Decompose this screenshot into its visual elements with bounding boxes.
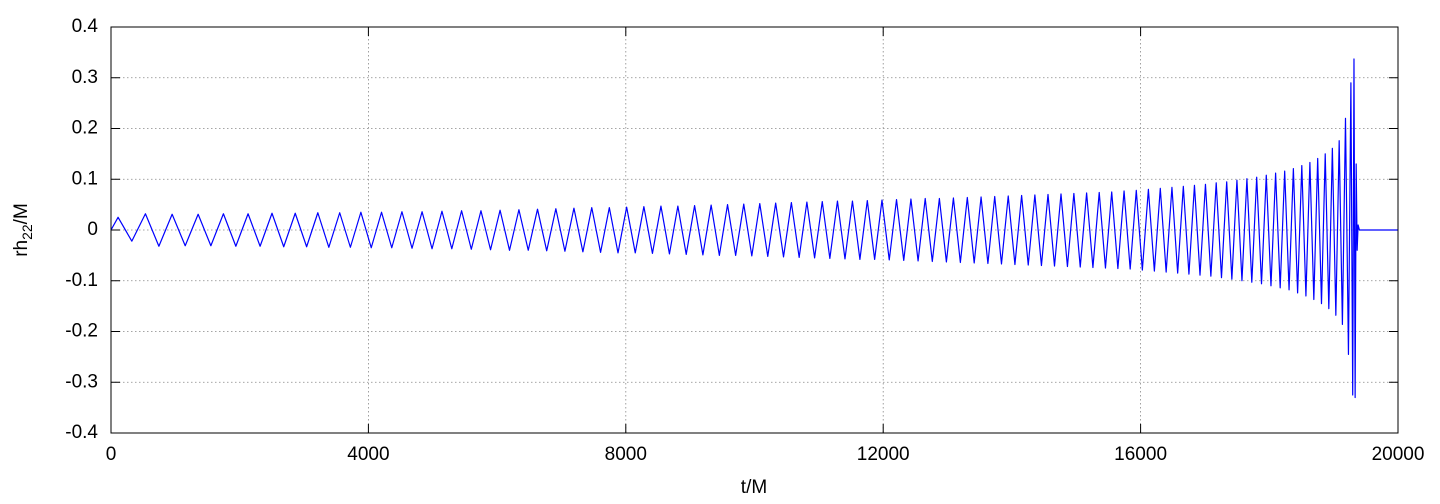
y-tick-label: -0.1 (65, 270, 98, 291)
y-tick-label: 0.2 (72, 118, 98, 139)
y-axis-label: rh22/M (11, 203, 35, 257)
x-tick-label: 20000 (1372, 444, 1425, 465)
plot-frame (110, 26, 1399, 434)
x-tick-label: 4000 (347, 444, 389, 465)
y-tick-label: 0 (87, 219, 98, 240)
x-tick-label: 8000 (605, 444, 647, 465)
waveform-line (110, 58, 1398, 399)
y-label-main: rh (11, 240, 32, 257)
y-tick-label: 0.3 (72, 67, 98, 88)
x-tick-label: 0 (106, 444, 117, 465)
x-tick-label: 16000 (1114, 444, 1167, 465)
y-label-suffix: /M (11, 203, 32, 224)
y-tick-label: -0.2 (65, 321, 98, 342)
x-axis-label: t/M (741, 477, 767, 498)
y-tick-label: 0.1 (72, 168, 98, 189)
y-tick-label: -0.3 (65, 371, 98, 392)
y-tick-label: 0.4 (72, 16, 99, 37)
y-label-sub: 22 (19, 224, 35, 240)
x-tick-label: 12000 (857, 444, 910, 465)
y-tick-label: -0.4 (65, 422, 98, 443)
